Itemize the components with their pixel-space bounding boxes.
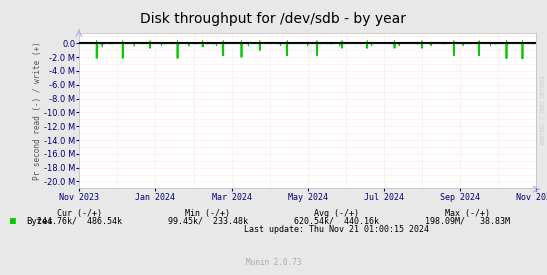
Text: 99.45k/  233.48k: 99.45k/ 233.48k	[168, 217, 248, 226]
Text: ■: ■	[10, 216, 16, 226]
Text: 620.54k/  440.16k: 620.54k/ 440.16k	[294, 217, 379, 226]
Text: Avg (-/+): Avg (-/+)	[314, 209, 359, 218]
Text: 244.76k/  486.54k: 244.76k/ 486.54k	[37, 217, 122, 226]
Text: Min (-/+): Min (-/+)	[185, 209, 230, 218]
Text: Last update: Thu Nov 21 01:00:15 2024: Last update: Thu Nov 21 01:00:15 2024	[244, 225, 429, 234]
Text: RRDTOOL / TOBI OETIKER: RRDTOOL / TOBI OETIKER	[541, 76, 546, 144]
Text: Max (-/+): Max (-/+)	[445, 209, 490, 218]
Y-axis label: Pr second read (-) / write (+): Pr second read (-) / write (+)	[33, 41, 42, 180]
Text: Cur (-/+): Cur (-/+)	[57, 209, 102, 218]
Text: Disk throughput for /dev/sdb - by year: Disk throughput for /dev/sdb - by year	[141, 12, 406, 26]
Text: Munin 2.0.73: Munin 2.0.73	[246, 258, 301, 267]
Text: Bytes: Bytes	[26, 217, 53, 226]
Text: 198.09M/   38.83M: 198.09M/ 38.83M	[425, 217, 510, 226]
